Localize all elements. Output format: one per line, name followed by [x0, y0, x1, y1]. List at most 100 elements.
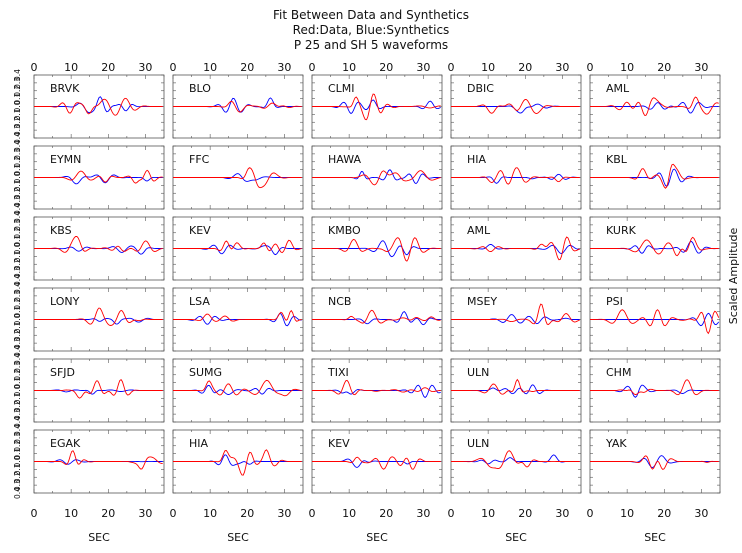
station-label: HIA — [467, 153, 487, 166]
station-panel: TIXI — [311, 358, 443, 423]
y-tick-label: 0.3 — [13, 148, 22, 160]
y-axis-title: Scaled Amplitude — [727, 228, 740, 325]
station-panel: KEV — [172, 216, 304, 281]
synthetic-waveform — [173, 244, 302, 256]
synthetic-waveform — [34, 459, 163, 465]
bottom-x-tick-label: 0 — [170, 507, 177, 520]
station-panel: HIA — [172, 429, 304, 494]
station-panel: CHM — [589, 358, 721, 423]
station-label: TIXI — [327, 366, 349, 379]
data-waveform — [34, 307, 163, 326]
data-waveform — [590, 455, 719, 470]
station-panel: NCB — [311, 287, 443, 352]
station-label: NCB — [328, 295, 351, 308]
synthetic-waveform — [312, 169, 441, 185]
data-waveform — [590, 163, 719, 189]
data-waveform — [173, 100, 302, 113]
y-tick-label: 0.0 — [13, 313, 22, 325]
y-tick-label: 0.4 — [13, 424, 22, 436]
station-panel: KMBO — [311, 216, 443, 281]
y-tick-label: 0.2 — [13, 298, 22, 310]
station-panel: FFC — [172, 145, 304, 210]
station-label: BRVK — [50, 82, 80, 95]
top-x-tick-label: 10 — [620, 61, 634, 74]
synthetic-waveform — [451, 103, 580, 114]
y-tick-label: 0.4 — [13, 274, 22, 286]
bottom-x-tick-label: 20 — [518, 507, 532, 520]
y-tick-label: 0.4 — [13, 140, 22, 152]
data-waveform — [34, 378, 163, 399]
top-x-tick-label: 20 — [379, 61, 393, 74]
bottom-x-tick-label: 0 — [448, 507, 455, 520]
y-tick-label: 0.2 — [13, 400, 22, 412]
data-waveform — [34, 97, 163, 116]
y-tick-label: 0.1 — [13, 92, 22, 104]
y-tick-label: 0.4 — [13, 203, 22, 215]
data-waveform — [451, 303, 580, 325]
bottom-x-tick-label: 10 — [203, 507, 217, 520]
y-tick-label: 0.0 — [13, 100, 22, 112]
bottom-x-tick-label: 20 — [240, 507, 254, 520]
data-waveform — [451, 378, 580, 395]
y-tick-label: 0.1 — [13, 321, 22, 333]
station-panel: EGAK — [33, 429, 165, 494]
station-label: ULN — [467, 437, 489, 450]
y-tick-label: 0.1 — [13, 392, 22, 404]
station-panel: CLMI — [311, 74, 443, 139]
y-tick-label: 0.3 — [13, 124, 22, 136]
synthetic-waveform — [34, 245, 163, 255]
x-axis-title: SEC — [366, 531, 388, 544]
x-axis-title: SEC — [88, 531, 110, 544]
station-label: SFJD — [50, 366, 75, 379]
synthetic-waveform — [312, 384, 441, 399]
bottom-x-tick-label: 20 — [101, 507, 115, 520]
station-panel: BLO — [172, 74, 304, 139]
data-waveform — [590, 96, 719, 116]
data-waveform — [312, 456, 441, 470]
data-waveform — [34, 450, 163, 470]
data-waveform — [451, 450, 580, 469]
station-panel: SFJD — [33, 358, 165, 423]
y-tick-label: 0.1 — [13, 463, 22, 475]
bottom-x-tick-label: 30 — [694, 507, 708, 520]
station-label: AML — [467, 224, 491, 237]
data-waveform — [173, 167, 302, 189]
y-tick-label: 0.4 — [13, 282, 22, 294]
y-tick-label: 0.2 — [13, 440, 22, 452]
station-label: CHM — [606, 366, 631, 379]
top-x-tick-label: 30 — [277, 61, 291, 74]
y-tick-label: 0.0 — [13, 384, 22, 396]
station-panel: ULN — [450, 429, 582, 494]
station-label: PSI — [606, 295, 623, 308]
bottom-x-tick-label: 30 — [555, 507, 569, 520]
top-x-tick-label: 30 — [694, 61, 708, 74]
data-waveform — [34, 236, 163, 253]
station-label: FFC — [189, 153, 210, 166]
bottom-x-tick-label: 20 — [657, 507, 671, 520]
y-tick-label: 0.3 — [13, 195, 22, 207]
top-x-tick-label: 10 — [481, 61, 495, 74]
top-x-tick-label: 0 — [170, 61, 177, 74]
top-x-tick-label: 10 — [342, 61, 356, 74]
station-panel: KBS — [33, 216, 165, 281]
y-tick-label: 0.3 — [13, 432, 22, 444]
station-panel: KBL — [589, 145, 721, 210]
station-label: KEV — [189, 224, 211, 237]
station-label: ULN — [467, 366, 489, 379]
station-panel: KURK — [589, 216, 721, 281]
synthetic-waveform — [590, 312, 720, 327]
synthetic-waveform — [590, 384, 719, 398]
bottom-x-tick-label: 20 — [379, 507, 393, 520]
station-panel: AML — [589, 74, 721, 139]
data-waveform — [312, 237, 441, 262]
station-label: KBS — [50, 224, 72, 237]
y-tick-label: 0.2 — [13, 329, 22, 341]
y-tick-label: 0.1 — [13, 179, 22, 191]
y-tick-label: 0.1 — [13, 447, 22, 459]
station-panel: LSA — [172, 287, 304, 352]
y-tick-label: 0.4 — [13, 69, 22, 81]
synthetic-waveform — [312, 458, 441, 468]
y-tick-label: 0.0 — [13, 242, 22, 254]
y-tick-label: 0.2 — [13, 116, 22, 128]
data-waveform — [173, 449, 302, 476]
